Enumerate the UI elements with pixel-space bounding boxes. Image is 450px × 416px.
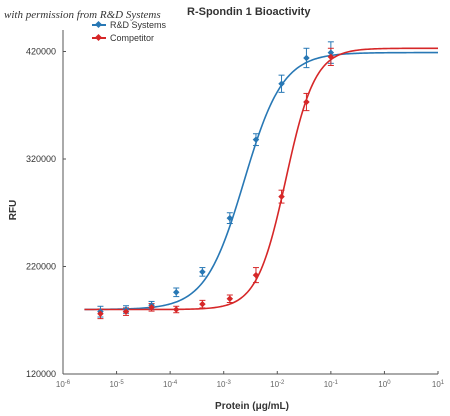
y-axis-label: RFU <box>8 200 19 221</box>
fit-curve-competitor <box>84 47 438 311</box>
legend: R&D Systems Competitor <box>92 18 166 44</box>
legend-entry-rd-systems: R&D Systems <box>92 18 166 31</box>
data-point-competitor <box>199 300 206 308</box>
x-tick-label: 101 <box>432 380 445 389</box>
data-point-competitor <box>278 193 285 200</box>
data-point-rd-systems <box>303 54 310 62</box>
data-point-competitor <box>303 98 310 106</box>
legend-label-rd-systems: R&D Systems <box>110 19 167 30</box>
x-tick-exponent: -1 <box>333 380 339 386</box>
data-point-competitor <box>122 308 130 315</box>
legend-entry-competitor: Competitor <box>92 31 166 44</box>
watermark: with permission from R&D Systems <box>4 9 161 21</box>
x-tick-exponent: -2 <box>279 380 285 386</box>
x-tick-exponent: -6 <box>65 380 71 386</box>
x-tick-exponent: -5 <box>118 380 124 386</box>
x-tick-label: 10-6 <box>56 380 71 389</box>
axes <box>62 30 439 375</box>
y-tick-label: 320000 <box>26 154 56 164</box>
x-tick-exponent: 0 <box>387 380 391 386</box>
legend-swatch-rd-systems <box>92 21 106 29</box>
y-tick-label: 220000 <box>26 262 56 272</box>
data-point-competitor <box>226 295 234 303</box>
data-points <box>97 49 335 318</box>
tick-labels: 10-6 10-5 10-4 10-3 10-2 10-1 100 1011200002200… <box>26 47 445 390</box>
x-tick-exponent: -3 <box>225 380 231 386</box>
x-tick-label: 10-1 <box>324 380 339 389</box>
data-point-competitor <box>148 304 155 311</box>
x-tick-label: 10-2 <box>270 380 285 389</box>
x-tick-exponent: -4 <box>172 380 178 386</box>
data-point-rd-systems <box>199 268 206 276</box>
x-tick-label: 10-5 <box>109 380 124 389</box>
data-point-competitor <box>172 306 180 313</box>
y-tick-label: 420000 <box>26 47 56 57</box>
fit-curve-rd-systems <box>84 51 438 311</box>
y-tick-label: 120000 <box>26 369 56 379</box>
x-tick-exponent: 1 <box>441 380 445 386</box>
legend-swatch-competitor <box>92 34 106 42</box>
fit-curves <box>84 47 438 311</box>
data-point-competitor <box>97 310 104 318</box>
error-bars <box>97 41 334 320</box>
x-tick-label: 10-3 <box>217 380 232 389</box>
x-tick-label: 10-4 <box>163 380 178 389</box>
data-point-competitor <box>252 271 260 279</box>
x-tick-label: 100 <box>378 380 391 389</box>
chart-title: R-Spondin 1 Bioactivity <box>187 6 311 18</box>
data-point-rd-systems <box>172 289 180 296</box>
data-point-rd-systems <box>226 214 234 222</box>
legend-label-competitor: Competitor <box>110 32 155 43</box>
x-axis-label: Protein (μg/mL) <box>215 401 289 412</box>
